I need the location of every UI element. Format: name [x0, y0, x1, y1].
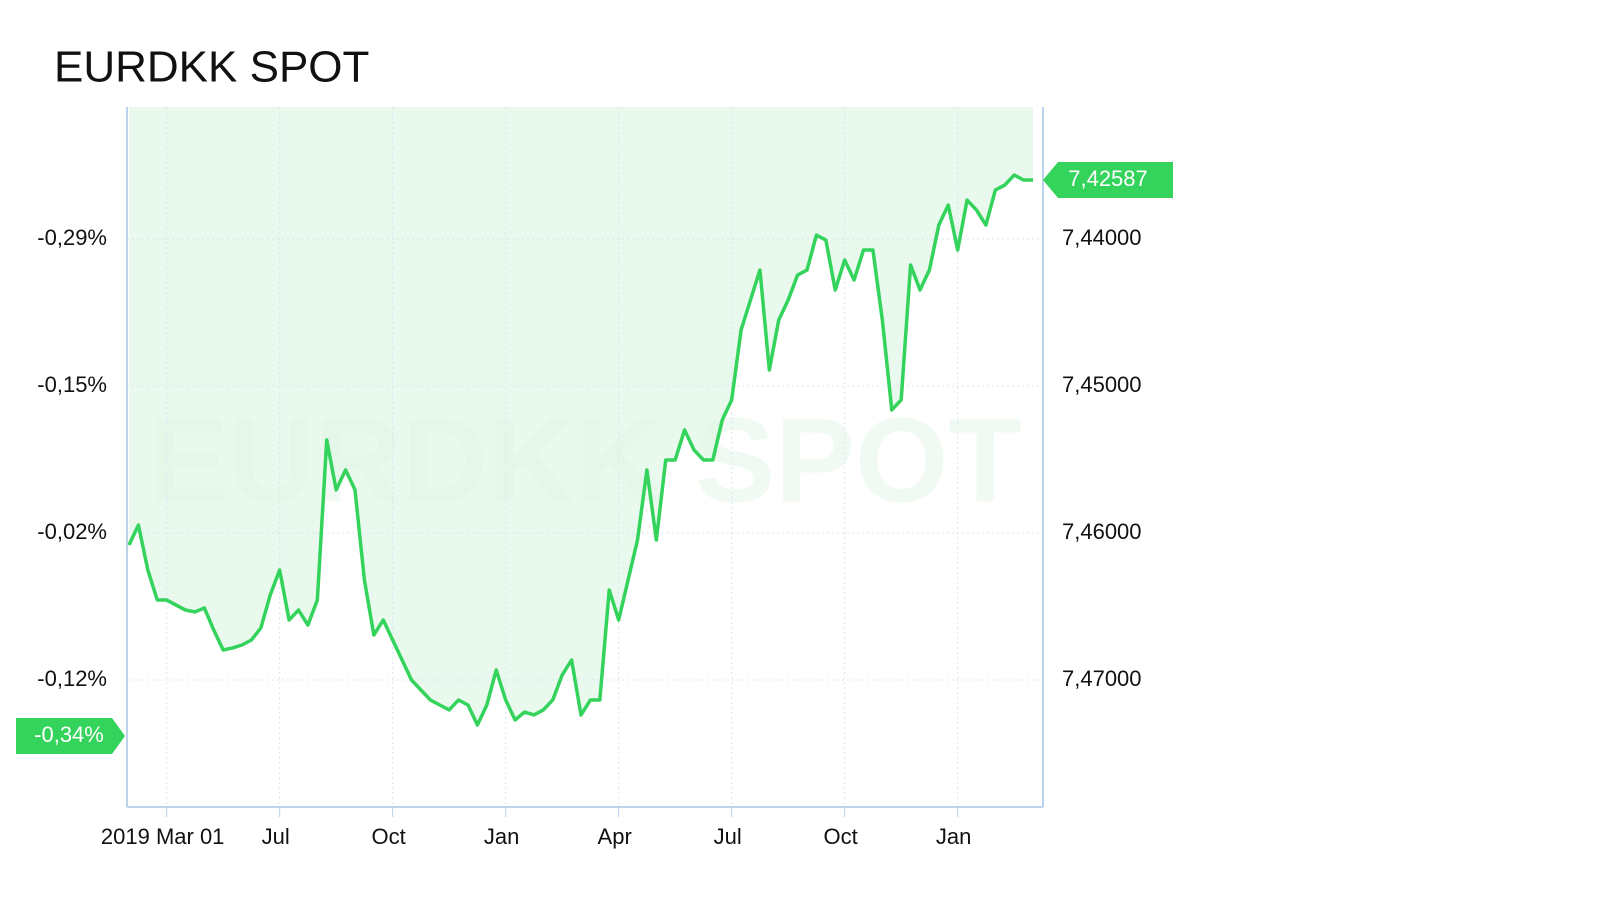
- x-tick-label: Jan: [936, 824, 971, 849]
- left-tick-label: -0,12%: [37, 666, 107, 691]
- last-value-tag: [1043, 162, 1173, 199]
- chart-title: EURDKK SPOT: [54, 43, 369, 92]
- area: [129, 107, 1033, 725]
- y-tick-label: 7,46000: [1062, 519, 1142, 544]
- watermark: EURDKK SPOT: [148, 394, 1021, 528]
- change-label: -0,34%: [34, 722, 104, 747]
- x-tick-label: Oct: [824, 824, 858, 849]
- x-tick-label: Apr: [598, 824, 632, 849]
- left-tick-label: -0,02%: [37, 519, 107, 544]
- x-tick-label: Jul: [262, 824, 290, 849]
- y-tick-label: 7,45000: [1062, 372, 1142, 397]
- x-tick-label: 2019 Mar 01: [101, 824, 225, 849]
- left-tick-label: -0,15%: [37, 372, 107, 397]
- change-tag: [16, 718, 125, 754]
- x-tick-label: Jul: [714, 824, 742, 849]
- x-tick-label: Oct: [372, 824, 406, 849]
- line: [127, 173, 1033, 727]
- left-tick-label: -0,29%: [37, 225, 107, 250]
- last-value-label: 7,42587: [1068, 166, 1148, 191]
- x-tick-label: Jan: [484, 824, 519, 849]
- y-tick-label: 7,47000: [1062, 666, 1142, 691]
- y-tick-label: 7,44000: [1062, 225, 1142, 250]
